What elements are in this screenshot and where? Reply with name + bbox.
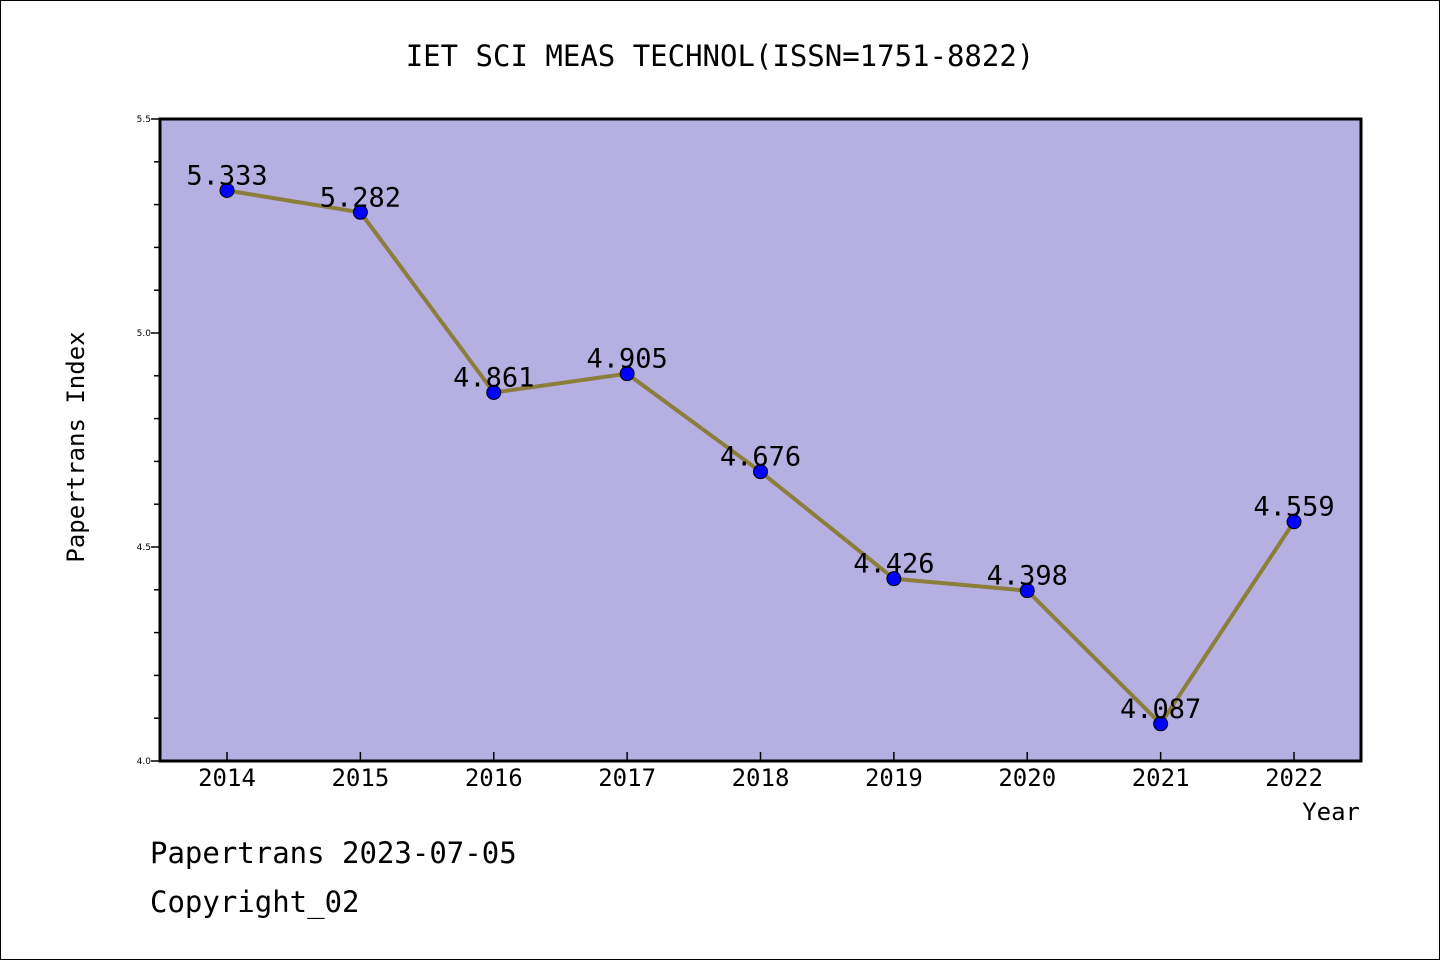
x-tick-label: 2020 [998, 764, 1056, 792]
footer-copyright: Copyright_02 [150, 885, 360, 919]
x-tick-label: 2015 [331, 764, 389, 792]
x-axis-label: Year [1302, 798, 1360, 826]
data-label: 4.559 [1253, 492, 1334, 523]
data-label: 4.905 [586, 344, 667, 375]
data-label: 4.426 [853, 549, 934, 580]
data-label: 5.333 [186, 160, 267, 191]
x-tick-label: 2016 [465, 764, 523, 792]
chart-title: IET SCI MEAS TECHNOL(ISSN=1751-8822) [406, 39, 1035, 73]
data-point [1019, 583, 1035, 599]
y-tick-label: 4.0 [137, 757, 152, 767]
data-point [486, 384, 502, 400]
x-tick-label: 2019 [865, 764, 923, 792]
data-point [352, 204, 368, 220]
data-label: 4.087 [1120, 694, 1201, 725]
plot-area [158, 117, 1363, 763]
x-axis-ticks: 2014 2015 2016 2017 2018 2019 2020 2021 2022 [198, 752, 1323, 792]
y-axis-ticks: 4.0 4.5 5.0 5.5 [137, 115, 160, 767]
data-label: 5.282 [320, 182, 401, 213]
x-tick-label: 2014 [198, 764, 256, 792]
data-point [219, 182, 235, 198]
x-tick-label: 2017 [598, 764, 656, 792]
x-tick-label: 2021 [1132, 764, 1190, 792]
data-point [886, 571, 902, 587]
x-tick-label: 2022 [1265, 764, 1323, 792]
footer-date: Papertrans 2023-07-05 [150, 836, 517, 870]
data-markers [219, 182, 1302, 732]
data-labels: 5.333 5.282 4.861 4.905 4.676 4.426 4.398 4.087… [186, 160, 1334, 724]
data-label: 4.861 [453, 362, 534, 393]
data-point [1286, 514, 1302, 530]
y-tick-label: 5.5 [137, 115, 151, 125]
x-tick-label: 2018 [732, 764, 790, 792]
data-label: 4.398 [987, 561, 1068, 592]
data-point [1153, 716, 1169, 732]
y-tick-label: 4.5 [137, 543, 151, 553]
data-point [753, 464, 768, 480]
y-axis-label: Papertrans Index [62, 331, 90, 562]
data-label: 4.676 [720, 442, 801, 473]
y-tick-label: 5.0 [137, 329, 152, 339]
data-point [619, 366, 635, 382]
